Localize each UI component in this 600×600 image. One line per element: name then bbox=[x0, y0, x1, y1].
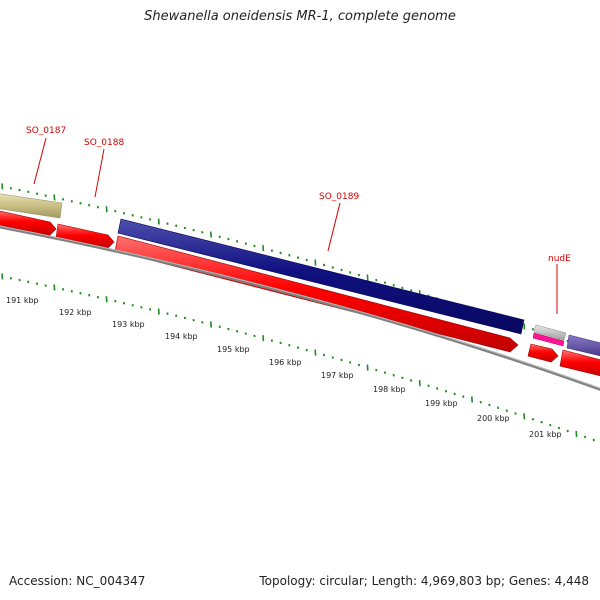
feature-gray[interactable] bbox=[533, 324, 567, 341]
label-line-so-0187 bbox=[33, 137, 47, 185]
label-line-so-0188 bbox=[94, 148, 105, 198]
scale-label-197: 197 kbp bbox=[321, 371, 354, 380]
page-title: Shewanella oneidensis MR-1, complete gen… bbox=[144, 9, 456, 24]
scale-label-196: 196 kbp bbox=[269, 358, 302, 367]
scale-label-198: 198 kbp bbox=[373, 385, 406, 394]
cds-so-0187[interactable] bbox=[0, 210, 57, 237]
cds-so-0189[interactable] bbox=[114, 235, 519, 353]
genome-backbone bbox=[0, 225, 600, 391]
label-line-so-0189 bbox=[327, 202, 341, 252]
feature-pink[interactable] bbox=[532, 332, 565, 347]
feature-olive[interactable] bbox=[0, 193, 63, 219]
scale-label-194: 194 kbp bbox=[165, 332, 198, 341]
genome-summary-text: Topology: circular; Length: 4,969,803 bp… bbox=[259, 574, 589, 588]
feature-so-0189[interactable] bbox=[117, 218, 525, 335]
gene-label-so-0189: SO_0189 bbox=[319, 192, 359, 202]
cds-nude[interactable] bbox=[527, 343, 559, 363]
inner-scale-ring bbox=[1, 273, 595, 442]
scale-label-191: 191 kbp bbox=[6, 296, 39, 305]
cds-so-0188[interactable] bbox=[55, 223, 115, 250]
feature-purple[interactable] bbox=[566, 334, 600, 357]
scale-label-201: 201 kbp bbox=[529, 430, 562, 439]
scale-label-199: 199 kbp bbox=[425, 399, 458, 408]
scale-label-200: 200 kbp bbox=[477, 414, 510, 423]
gene-label-nude: nudE bbox=[548, 254, 571, 264]
scale-label-195: 195 kbp bbox=[217, 345, 250, 354]
gene-label-so-0187: SO_0187 bbox=[26, 126, 66, 136]
gene-label-so-0188: SO_0188 bbox=[84, 138, 124, 148]
scale-label-193: 193 kbp bbox=[112, 320, 145, 329]
accession-text: Accession: NC_004347 bbox=[9, 574, 146, 588]
cds-partial-right[interactable] bbox=[559, 349, 600, 377]
scale-label-192: 192 kbp bbox=[59, 308, 92, 317]
